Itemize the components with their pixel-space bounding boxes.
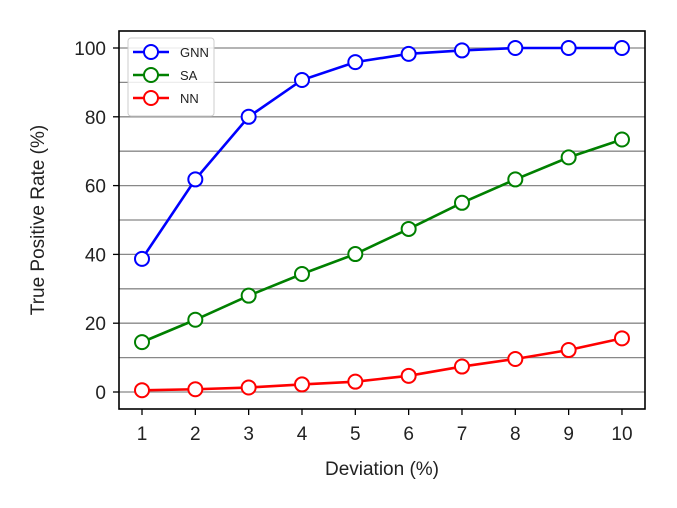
x-axis-label: Deviation (%) [325,459,439,480]
data-point [507,350,524,367]
data-point [347,54,364,71]
y-tick-label: 100 [74,39,106,60]
data-point [293,266,310,283]
data-point [347,373,364,390]
data-point [613,40,630,56]
plot-frame [118,30,646,410]
x-tick-label: 8 [510,424,521,445]
data-point [240,379,257,396]
x-tick-label: 4 [297,424,308,445]
x-tick-label: 6 [403,424,414,445]
series-lines [134,40,630,399]
data-point [187,381,204,398]
legend-label: GNN [180,45,209,60]
x-tick-label: 10 [611,424,632,445]
data-point [613,330,630,347]
data-point [347,246,364,263]
data-point [134,250,150,267]
data-point [400,220,417,237]
data-point [507,171,524,188]
data-point [134,334,150,351]
legend-marker-icon [143,44,159,60]
y-tick-label: 0 [95,383,106,404]
y-axis-label: True Positive Rate (%) [28,125,49,315]
x-tick-label: 3 [243,424,254,445]
x-tick-label: 7 [457,424,468,445]
y-tick-label: 20 [85,314,106,335]
data-point [240,287,257,304]
series-line [141,138,623,344]
series-nn [134,330,630,399]
data-point [293,376,310,393]
x-axis-ticks: 1 2 3 4 5 6 7 8 9 10 [137,409,633,445]
x-tick-label: 5 [350,424,361,445]
data-point [560,40,577,56]
series-line [141,337,623,392]
y-axis-ticks: 0 20 40 60 80 100 [74,39,119,404]
series-sa [134,131,630,351]
data-point [453,194,470,211]
data-point [560,342,577,359]
data-point [507,40,524,56]
data-point [400,45,417,62]
data-point [560,149,577,166]
y-tick-label: 80 [85,108,106,129]
legend-marker-icon [143,90,159,106]
legend-item-gnn: GNN [133,44,209,60]
data-point [240,108,257,125]
legend-label: NN [180,91,199,106]
legend-marker-icon [143,67,159,83]
data-point [134,382,150,399]
y-tick-label: 40 [85,245,106,266]
series-gnn [134,40,630,267]
legend-item-nn: NN [133,90,199,106]
data-point [400,367,417,384]
y-tick-label: 60 [85,177,106,198]
data-point [187,311,204,328]
data-point [453,358,470,375]
x-tick-label: 2 [190,424,201,445]
legend-label: SA [180,68,198,83]
data-point [293,71,310,88]
data-point [187,171,204,188]
data-point [613,131,630,148]
x-tick-label: 9 [563,424,574,445]
x-tick-label: 1 [137,424,148,445]
series-line [140,46,622,260]
legend: GNN SA NN [127,37,215,117]
data-point [453,42,470,59]
legend-item-sa: SA [133,67,198,83]
